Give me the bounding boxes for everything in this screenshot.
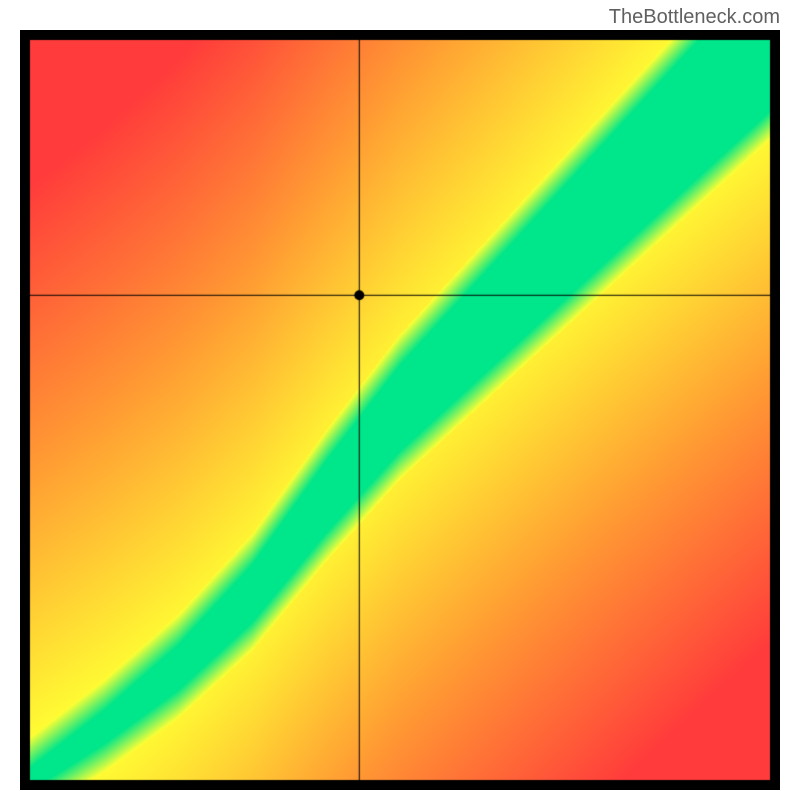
chart-container: TheBottleneck.com [0,0,800,800]
heatmap-plot [20,30,780,790]
heatmap-canvas [20,30,780,790]
watermark-text: TheBottleneck.com [609,6,780,29]
